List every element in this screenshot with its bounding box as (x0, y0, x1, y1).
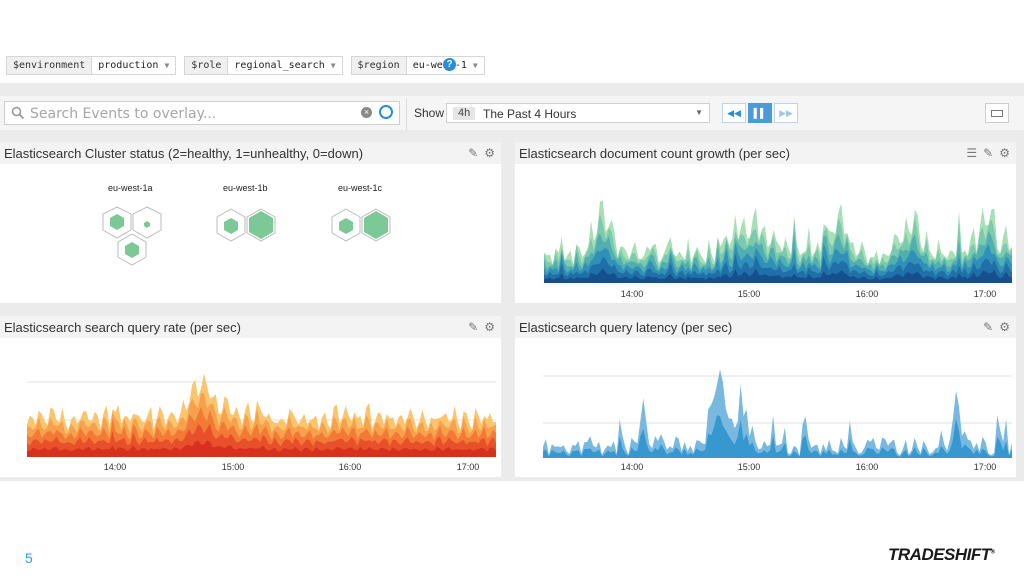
rewind-button[interactable]: ◀◀ (722, 103, 746, 123)
rewind-icon: ◀◀ (727, 108, 741, 118)
widget-header: Elasticsearch document count growth (per… (515, 142, 1016, 164)
node-hex[interactable] (364, 211, 388, 239)
node-hex[interactable] (144, 221, 150, 228)
node-hex[interactable] (224, 218, 238, 234)
series-area (27, 440, 496, 457)
template-var-name: $region (351, 57, 407, 74)
list-icon[interactable]: ☰ (966, 146, 978, 160)
pause-button[interactable]: ▌▌ (748, 103, 772, 123)
pencil-icon[interactable]: ✎ (468, 146, 479, 160)
gear-icon[interactable]: ⚙ (484, 146, 495, 160)
chevron-down-icon: ▼ (330, 61, 336, 70)
node-hex[interactable] (249, 211, 273, 239)
fast-forward-button[interactable]: ▶▶ (774, 103, 798, 123)
zone-label: eu-west-1a (108, 183, 153, 193)
x-tick-label: 17:00 (457, 462, 480, 472)
template-var-name: $role (185, 57, 229, 74)
template-var-name: $environment (7, 57, 93, 74)
series-area (543, 415, 1012, 458)
keyboard-button[interactable] (985, 103, 1009, 123)
template-var-value: production (98, 60, 159, 71)
x-tick-label: 14:00 (621, 289, 644, 299)
logo-text: TRADESHIFT (888, 545, 991, 564)
template-var-select[interactable]: production ▼ (92, 57, 176, 74)
series-area (543, 369, 1012, 458)
zone-label: eu-west-1b (223, 183, 268, 193)
widget-title: Elasticsearch document count growth (per… (519, 146, 790, 161)
cluster-hexmap (102, 206, 391, 266)
widget-title: Elasticsearch Cluster status (2=healthy,… (4, 146, 364, 161)
x-tick-label: 15:00 (222, 462, 245, 472)
template-variables-bar: $environment production ▼ $role regional_… (6, 56, 485, 75)
x-tick-label: 17:00 (974, 462, 997, 472)
gear-icon[interactable]: ⚙ (999, 146, 1010, 160)
template-var-select[interactable]: regional_search ▼ (228, 57, 342, 74)
power-icon[interactable] (379, 105, 393, 119)
chevron-down-icon: ▼ (472, 61, 478, 70)
timeframe-code: 4h (453, 107, 476, 120)
timeframe-select[interactable]: 4h The Past 4 Hours ▼ (446, 103, 710, 123)
latency-widget: Elasticsearch query latency (per sec) ✎ … (515, 316, 1016, 477)
zone-label: eu-west-1c (338, 183, 383, 193)
doc-count-widget: Elasticsearch document count growth (per… (515, 142, 1016, 303)
clear-icon[interactable]: × (361, 107, 372, 118)
template-var-region[interactable]: $region eu-west-1 ▼ (350, 56, 485, 75)
gear-icon[interactable]: ⚙ (999, 320, 1010, 334)
widget-title: Elasticsearch search query rate (per sec… (4, 320, 241, 335)
x-tick-label: 14:00 (621, 462, 644, 472)
widget-header: Elasticsearch Cluster status (2=healthy,… (0, 142, 501, 164)
node-hex[interactable] (125, 242, 139, 258)
tradeshift-logo: TRADESHIFT® (888, 545, 995, 565)
x-tick-label: 16:00 (856, 289, 879, 299)
event-search-input[interactable]: Search Events to overlay... × (4, 101, 400, 125)
node-hex[interactable] (110, 214, 124, 230)
latency-chart: 14:00 15:00 16:00 17:00 (543, 369, 1012, 472)
template-var-value: eu-west-1 (412, 60, 467, 71)
help-icon[interactable]: ? (443, 58, 456, 71)
x-tick-label: 16:00 (856, 462, 879, 472)
template-var-value: regional_search (234, 60, 325, 71)
x-tick-label: 14:00 (104, 462, 127, 472)
pencil-icon[interactable]: ✎ (983, 146, 994, 160)
keyboard-icon (991, 110, 1003, 117)
zone-a-hexmap (102, 206, 162, 266)
zone-b-hexmap (216, 208, 276, 242)
series-area (544, 268, 1012, 283)
query-rate-widget: Elasticsearch search query rate (per sec… (0, 316, 501, 477)
gear-icon[interactable]: ⚙ (484, 320, 495, 334)
widget-header: Elasticsearch query latency (per sec) ✎ … (515, 316, 1016, 338)
search-placeholder: Search Events to overlay... (30, 106, 217, 122)
fast-forward-icon: ▶▶ (779, 108, 793, 118)
timeframe-text: The Past 4 Hours (483, 107, 577, 121)
registered-mark: ® (990, 549, 995, 556)
node-hex[interactable] (339, 218, 353, 234)
widget-header: Elasticsearch search query rate (per sec… (0, 316, 501, 338)
query-rate-chart: 14:00 15:00 16:00 17:00 (27, 373, 496, 472)
widget-title: Elasticsearch query latency (per sec) (519, 320, 733, 335)
zone-c-hexmap (331, 208, 391, 242)
x-tick-label: 15:00 (738, 462, 761, 472)
slide-number: 5 (25, 550, 33, 566)
pause-icon: ▌▌ (753, 108, 767, 118)
search-icon (11, 106, 25, 120)
template-var-role[interactable]: $role regional_search ▼ (184, 56, 343, 75)
x-tick-label: 17:00 (974, 289, 997, 299)
pencil-icon[interactable]: ✎ (468, 320, 479, 334)
chevron-down-icon: ▼ (164, 61, 170, 70)
cluster-status-widget: Elasticsearch Cluster status (2=healthy,… (0, 142, 501, 303)
chevron-down-icon: ▼ (695, 108, 703, 117)
show-label: Show (414, 106, 445, 120)
pencil-icon[interactable]: ✎ (983, 320, 994, 334)
x-tick-label: 15:00 (738, 289, 761, 299)
template-var-environment[interactable]: $environment production ▼ (6, 56, 177, 75)
divider (406, 98, 407, 130)
x-tick-label: 16:00 (339, 462, 362, 472)
doc-count-chart: 14:00 15:00 16:00 17:00 (544, 200, 1012, 299)
